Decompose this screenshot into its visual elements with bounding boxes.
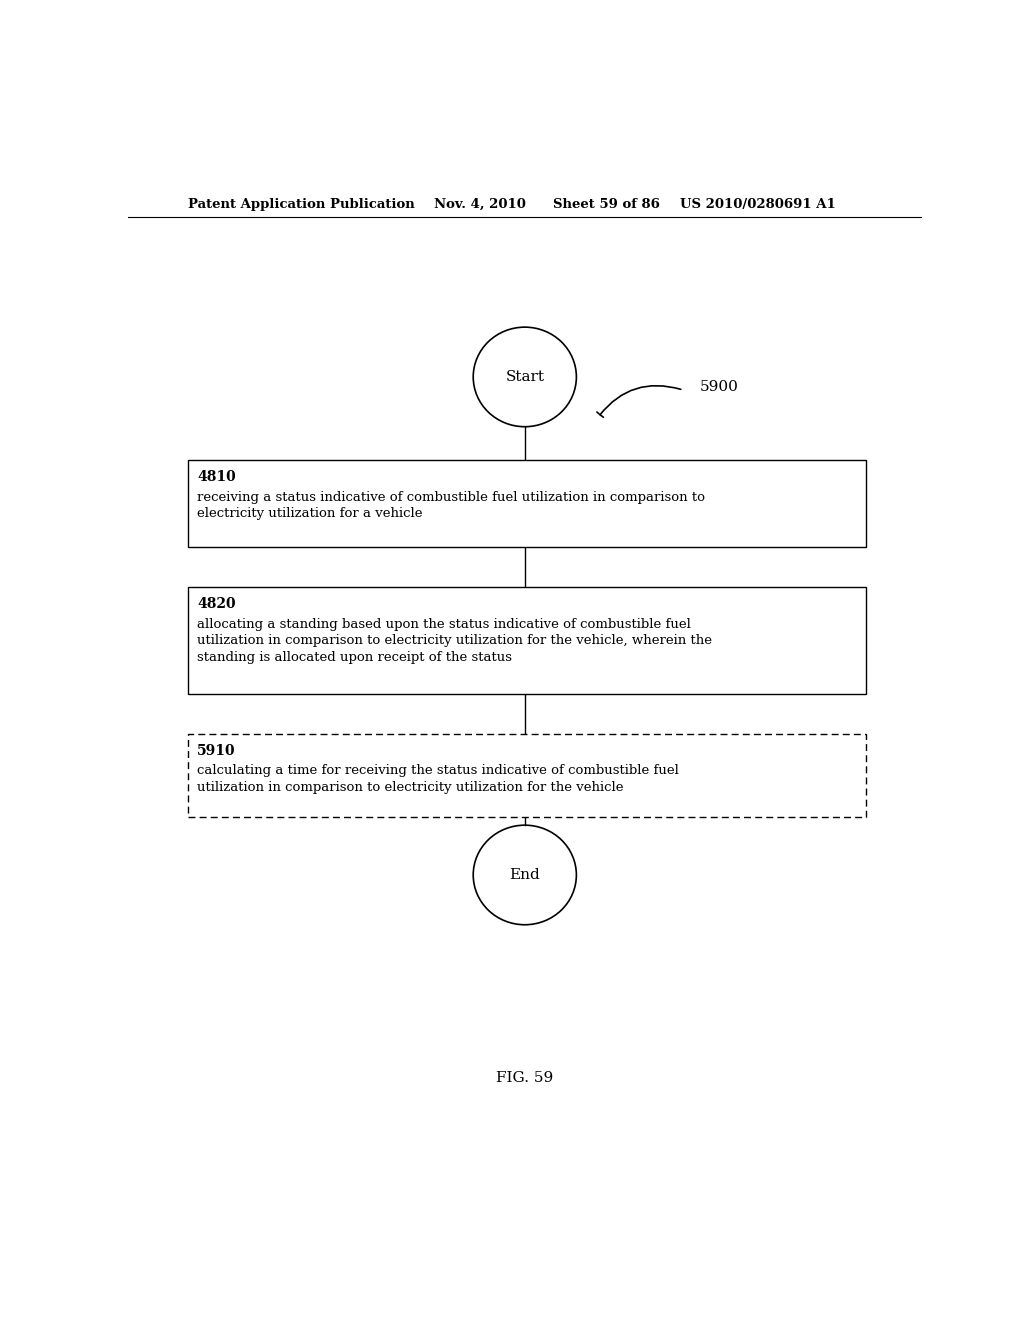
Text: receiving a status indicative of combustible fuel utilization in comparison to
e: receiving a status indicative of combust… <box>197 491 706 520</box>
FancyBboxPatch shape <box>187 587 866 694</box>
FancyBboxPatch shape <box>187 734 866 817</box>
Text: US 2010/0280691 A1: US 2010/0280691 A1 <box>680 198 836 211</box>
FancyBboxPatch shape <box>187 461 866 546</box>
Text: allocating a standing based upon the status indicative of combustible fuel
utili: allocating a standing based upon the sta… <box>197 618 712 664</box>
Text: 5910: 5910 <box>197 744 236 758</box>
Text: 4820: 4820 <box>197 598 236 611</box>
Text: Nov. 4, 2010: Nov. 4, 2010 <box>433 198 525 211</box>
Text: FIG. 59: FIG. 59 <box>497 1072 553 1085</box>
Text: Sheet 59 of 86: Sheet 59 of 86 <box>553 198 659 211</box>
Text: calculating a time for receiving the status indicative of combustible fuel
utili: calculating a time for receiving the sta… <box>197 764 679 793</box>
Text: 5900: 5900 <box>699 380 738 395</box>
Text: 4810: 4810 <box>197 470 236 484</box>
Text: Start: Start <box>505 370 545 384</box>
Text: End: End <box>509 869 541 882</box>
Text: Patent Application Publication: Patent Application Publication <box>187 198 415 211</box>
